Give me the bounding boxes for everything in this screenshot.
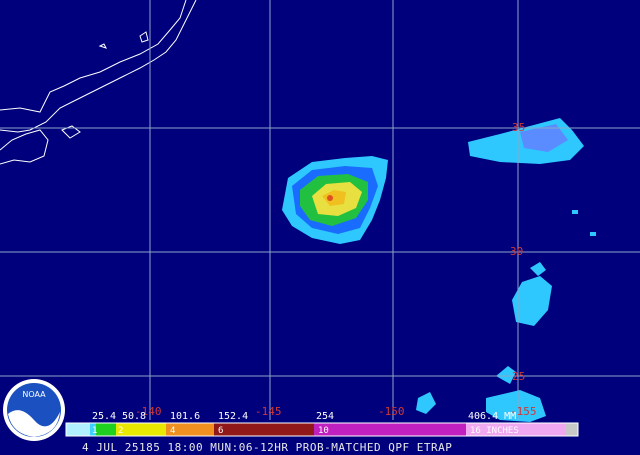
logo-text: NOAA	[22, 390, 46, 399]
mm-label: 254	[316, 411, 334, 422]
mm-label: 101.6	[170, 411, 200, 422]
lon-label: -150	[378, 405, 405, 418]
mm-label: 25.4	[92, 411, 116, 422]
inch-label: 10	[318, 426, 329, 436]
lon-label: -140	[135, 405, 162, 418]
lat-label: 35	[512, 121, 525, 134]
mm-label: 50.8	[122, 411, 146, 422]
inch-label: 1	[92, 426, 97, 436]
inch-label: 16 INCHES	[470, 426, 519, 436]
lat-label: 25	[512, 370, 525, 383]
legend-bar	[65, 422, 579, 437]
graticule	[0, 0, 640, 420]
inch-label: 2	[118, 426, 123, 436]
inch-label: 6	[218, 426, 223, 436]
mm-label: 406.4 MM	[468, 411, 516, 422]
lon-label: -145	[255, 405, 282, 418]
product-title: 4 JUL 25185 18:00 MUN:06-12HR PROB-MATCH…	[82, 441, 452, 454]
mm-label: 152.4	[218, 411, 248, 422]
coastline	[0, 0, 197, 165]
lon-label: -155	[510, 405, 537, 418]
precip-east	[416, 118, 596, 422]
inch-label: 4	[170, 426, 175, 436]
noaa-logo: NOAA	[3, 379, 65, 441]
precip-main	[282, 156, 388, 244]
lat-label: 30	[510, 245, 523, 258]
